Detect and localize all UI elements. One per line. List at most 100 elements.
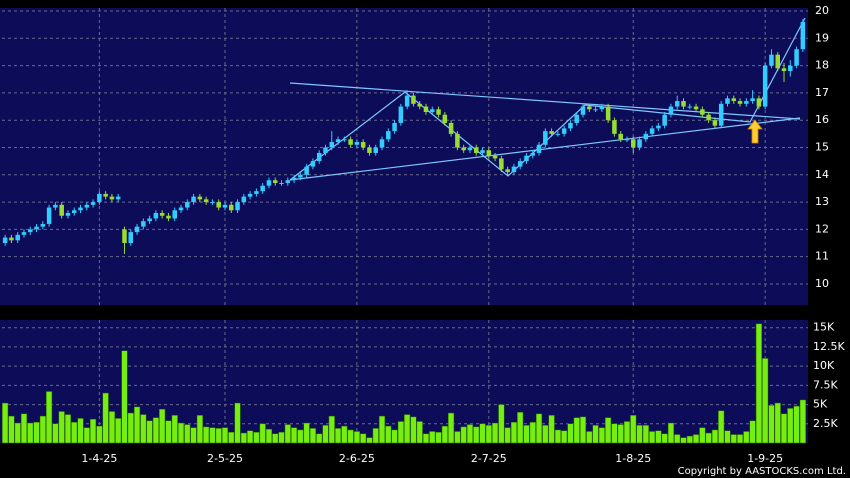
candle-body [480, 150, 485, 153]
volume-bar [297, 429, 304, 444]
candle-body [40, 223, 46, 227]
volume-bar [328, 415, 335, 444]
candle-body [668, 106, 674, 115]
candle-body [511, 166, 517, 173]
volume-bar [272, 433, 279, 444]
volume-bar [416, 421, 423, 444]
volume-bar [284, 424, 291, 444]
volume-bar [755, 323, 762, 444]
volume-bar [743, 431, 750, 444]
candle-body [788, 65, 793, 72]
volume-bar [265, 428, 273, 444]
volume-bar [71, 421, 78, 444]
volume-bar [353, 431, 360, 444]
volume-bar [291, 427, 298, 444]
volume-bar [529, 421, 536, 444]
candle-body [618, 133, 623, 140]
x-tick-label: 1-9-25 [747, 452, 783, 465]
candle-body [681, 101, 686, 107]
volume-bar [152, 417, 159, 444]
candle-body [674, 101, 680, 107]
volume-bar [397, 421, 404, 444]
volume-bar [33, 421, 40, 444]
candle-body [781, 68, 787, 72]
volume-tick-label: 10K [813, 359, 835, 372]
volume-bar [171, 415, 178, 444]
candle-body [185, 202, 190, 208]
volume-bar [20, 413, 28, 444]
candle-body [210, 202, 215, 204]
candle-body [700, 109, 705, 115]
candle-body [65, 213, 71, 216]
candle-body [229, 204, 234, 211]
candle-body [178, 207, 184, 211]
volume-bar [774, 402, 781, 444]
candle-body [360, 142, 366, 148]
volume-bar [636, 425, 643, 444]
volume-bar [441, 425, 448, 444]
volume-bar [674, 434, 681, 444]
candle-body [599, 106, 605, 110]
volume-bar [523, 425, 530, 444]
volume-bar [718, 410, 725, 444]
volume-bar [177, 422, 185, 444]
candle-body [310, 161, 316, 167]
volume-bar [159, 408, 166, 444]
volume-bar [309, 428, 316, 444]
volume-bar [485, 425, 492, 444]
volume-bar [617, 424, 624, 444]
volume-bar [749, 420, 756, 444]
candle-body [775, 54, 780, 69]
volume-bar [215, 428, 222, 444]
candle-body [392, 122, 397, 132]
candle-body [247, 193, 253, 197]
x-tick-label: 2-5-25 [207, 452, 243, 465]
candle-body [543, 131, 548, 145]
candle-body [505, 169, 510, 173]
volume-bar [435, 431, 442, 444]
candle-body [172, 210, 177, 219]
volume-bar [768, 405, 775, 444]
volume-bar [548, 415, 555, 444]
y-tick-label: 10 [815, 277, 829, 290]
volume-bar [730, 434, 737, 444]
candle-body [272, 180, 278, 183]
volume-bar [259, 423, 266, 444]
volume-bar [385, 425, 392, 444]
volume-bar [404, 414, 411, 444]
candle-body [28, 229, 33, 233]
volume-bar [102, 392, 109, 444]
candle-body [115, 196, 121, 200]
candle-body [517, 161, 523, 167]
volume-bar [39, 415, 46, 444]
candle-body [21, 232, 27, 235]
price-panel [0, 8, 808, 305]
candle-body [203, 199, 209, 203]
volume-bar [52, 423, 59, 444]
volume-bar [322, 425, 329, 444]
y-tick-label: 19 [815, 31, 829, 44]
candle-body [750, 98, 755, 102]
volume-bar [799, 399, 806, 444]
volume-bar [121, 350, 128, 444]
candle-body [147, 218, 152, 222]
candle-body [411, 95, 416, 104]
candle-body [605, 106, 611, 121]
volume-tick-label: 5K [813, 398, 828, 411]
volume-bar [240, 432, 247, 444]
volume-bar [203, 426, 210, 444]
candle-body [298, 174, 303, 178]
volume-bar [736, 434, 744, 444]
candle-body [430, 109, 435, 113]
volume-bar [517, 412, 524, 444]
volume-bar [378, 415, 386, 444]
volume-bar [115, 418, 122, 444]
candle-body [191, 196, 196, 203]
candle-body [442, 114, 448, 123]
candle-body [335, 139, 341, 143]
volume-bar [278, 431, 285, 444]
volume-bar [234, 402, 241, 444]
volume-bar [693, 434, 700, 444]
volume-bar [64, 414, 72, 444]
volume-bar [655, 430, 662, 444]
